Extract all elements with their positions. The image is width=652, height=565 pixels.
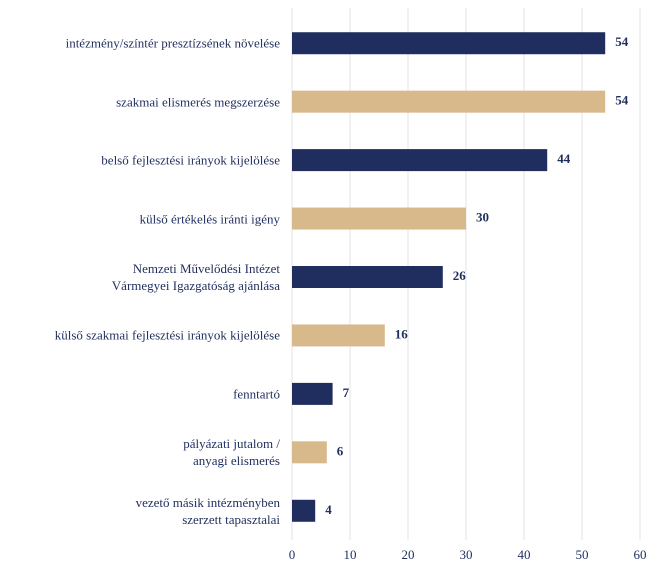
y-tick-label: pályázati jutalom / anyagi elismerés [183, 436, 280, 469]
value-label: 7 [343, 385, 350, 400]
value-label: 54 [615, 34, 629, 49]
y-tick-label: külső értékelés iránti igény [139, 211, 280, 227]
bar [292, 441, 327, 464]
bar [292, 499, 316, 522]
y-tick-label: belső fejlesztési irányok kijelölése [101, 152, 280, 168]
y-tick-label: Nemzeti Művelődési Intézet Vármegyei Iga… [111, 261, 280, 293]
x-tick-label: 40 [518, 547, 531, 562]
y-tick-label: szakmai elismerés megszerzése [116, 94, 280, 110]
value-label: 26 [453, 268, 467, 283]
x-tick-label: 30 [460, 547, 473, 562]
y-tick-label: külső szakmai fejlesztési irányok kijelö… [54, 327, 280, 343]
value-label: 4 [325, 502, 332, 517]
x-tick-label: 0 [289, 547, 296, 562]
x-tick-label: 60 [634, 547, 647, 562]
bar [292, 90, 606, 113]
x-tick-label: 50 [576, 547, 589, 562]
bar [292, 266, 443, 288]
value-label: 16 [395, 326, 409, 341]
value-label: 54 [615, 93, 629, 108]
y-tick-label: vezető másik intézményben szerzett tapas… [135, 494, 280, 527]
bar [292, 382, 333, 405]
x-tick-label: 20 [402, 547, 415, 562]
value-label: 30 [476, 210, 489, 225]
bar [292, 149, 548, 172]
bar [292, 324, 385, 347]
x-tick-label: 10 [344, 547, 357, 562]
y-tick-label: intézmény/színtér presztízsének növelése [65, 35, 280, 51]
value-label: 44 [557, 151, 571, 166]
bar [292, 32, 606, 55]
y-tick-label: fenntartó [233, 386, 280, 402]
bar [292, 207, 466, 230]
value-label: 6 [337, 443, 344, 458]
